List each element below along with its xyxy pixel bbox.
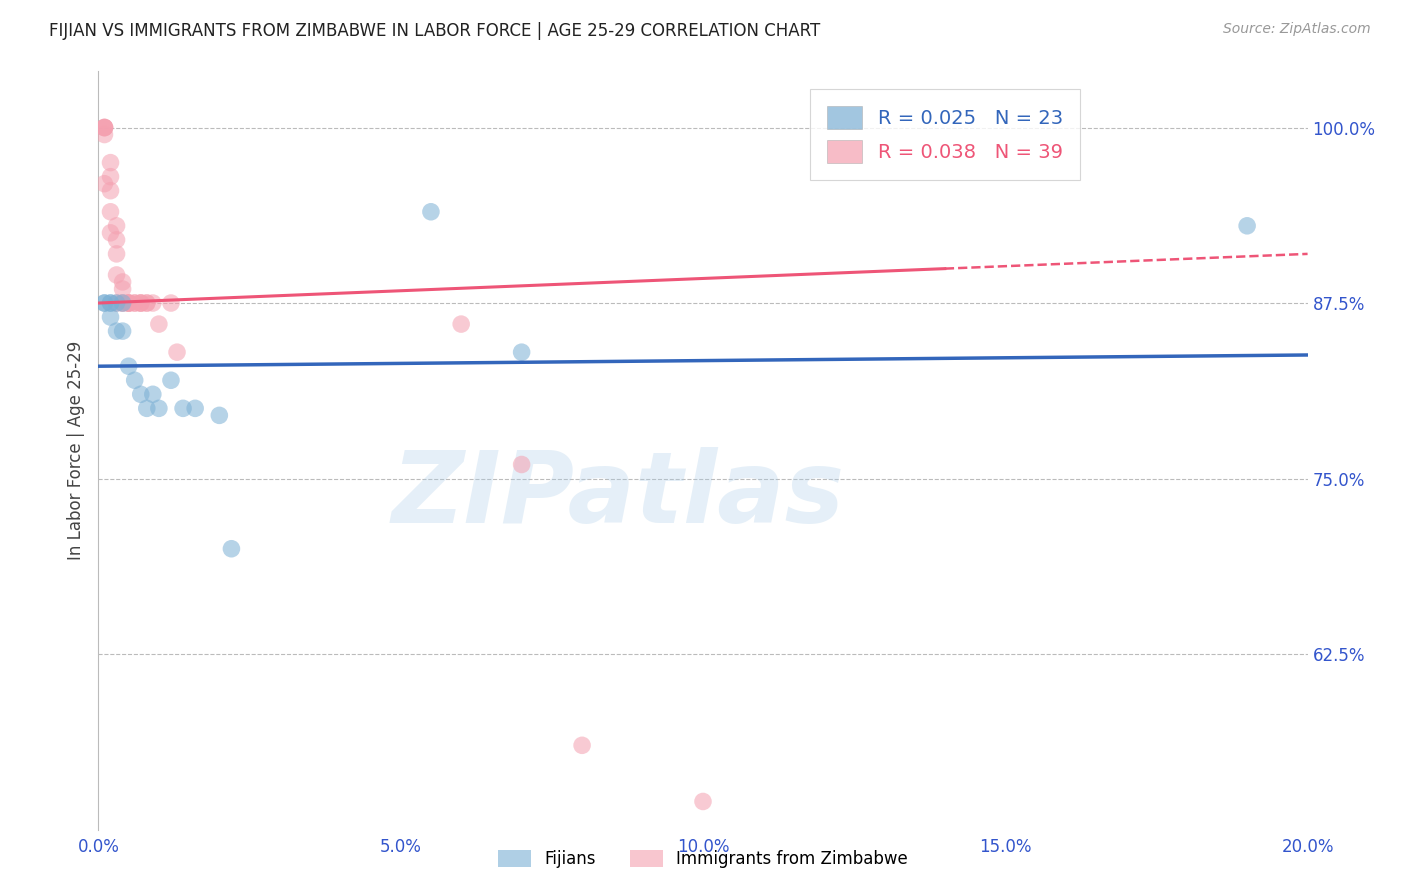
Point [129, 296, 152, 310]
Point [208, 409, 231, 423]
Point [111, 296, 134, 310]
Point [124, 296, 146, 310]
Point [118, 359, 141, 374]
Point [93, 120, 115, 135]
Point [93, 296, 115, 310]
Point [100, 296, 122, 310]
Point [100, 184, 122, 198]
Point [160, 296, 183, 310]
Point [93, 128, 115, 142]
Point [510, 458, 533, 472]
Point [166, 345, 188, 359]
Point [105, 324, 128, 338]
Point [148, 401, 170, 416]
Point [111, 296, 134, 310]
Point [100, 296, 122, 310]
Point [420, 204, 443, 219]
Point [118, 296, 141, 310]
Point [1236, 219, 1258, 233]
Point [510, 345, 533, 359]
Point [692, 795, 714, 809]
Point [111, 282, 134, 296]
Point [142, 296, 165, 310]
Point [129, 387, 152, 401]
Point [111, 275, 134, 289]
Point [105, 296, 128, 310]
Text: Source: ZipAtlas.com: Source: ZipAtlas.com [1223, 22, 1371, 37]
Point [129, 296, 152, 310]
Point [221, 541, 243, 556]
Point [111, 324, 134, 338]
Legend: Fijians, Immigrants from Zimbabwe: Fijians, Immigrants from Zimbabwe [491, 843, 915, 875]
Point [93, 120, 115, 135]
Point [93, 296, 115, 310]
Point [100, 310, 122, 324]
Point [148, 317, 170, 331]
Point [100, 204, 122, 219]
Point [111, 296, 134, 310]
Y-axis label: In Labor Force | Age 25-29: In Labor Force | Age 25-29 [66, 341, 84, 560]
Point [124, 373, 146, 387]
Point [135, 296, 157, 310]
Point [100, 226, 122, 240]
Point [93, 120, 115, 135]
Point [105, 219, 128, 233]
Text: ZIPatlas: ZIPatlas [392, 448, 845, 544]
Point [571, 739, 593, 753]
Point [118, 296, 141, 310]
Point [93, 120, 115, 135]
Point [135, 401, 157, 416]
Point [450, 317, 472, 331]
Point [129, 296, 152, 310]
Legend: R = 0.025   N = 23, R = 0.038   N = 39: R = 0.025 N = 23, R = 0.038 N = 39 [810, 88, 1080, 180]
Point [118, 296, 141, 310]
Point [124, 296, 146, 310]
Point [105, 268, 128, 282]
Point [135, 296, 157, 310]
Point [105, 296, 128, 310]
Point [93, 177, 115, 191]
Point [105, 233, 128, 247]
Point [142, 387, 165, 401]
Text: FIJIAN VS IMMIGRANTS FROM ZIMBABWE IN LABOR FORCE | AGE 25-29 CORRELATION CHART: FIJIAN VS IMMIGRANTS FROM ZIMBABWE IN LA… [49, 22, 821, 40]
Point [118, 296, 141, 310]
Point [160, 373, 183, 387]
Point [184, 401, 207, 416]
Point [105, 247, 128, 261]
Point [100, 155, 122, 169]
Point [172, 401, 194, 416]
Point [100, 169, 122, 184]
